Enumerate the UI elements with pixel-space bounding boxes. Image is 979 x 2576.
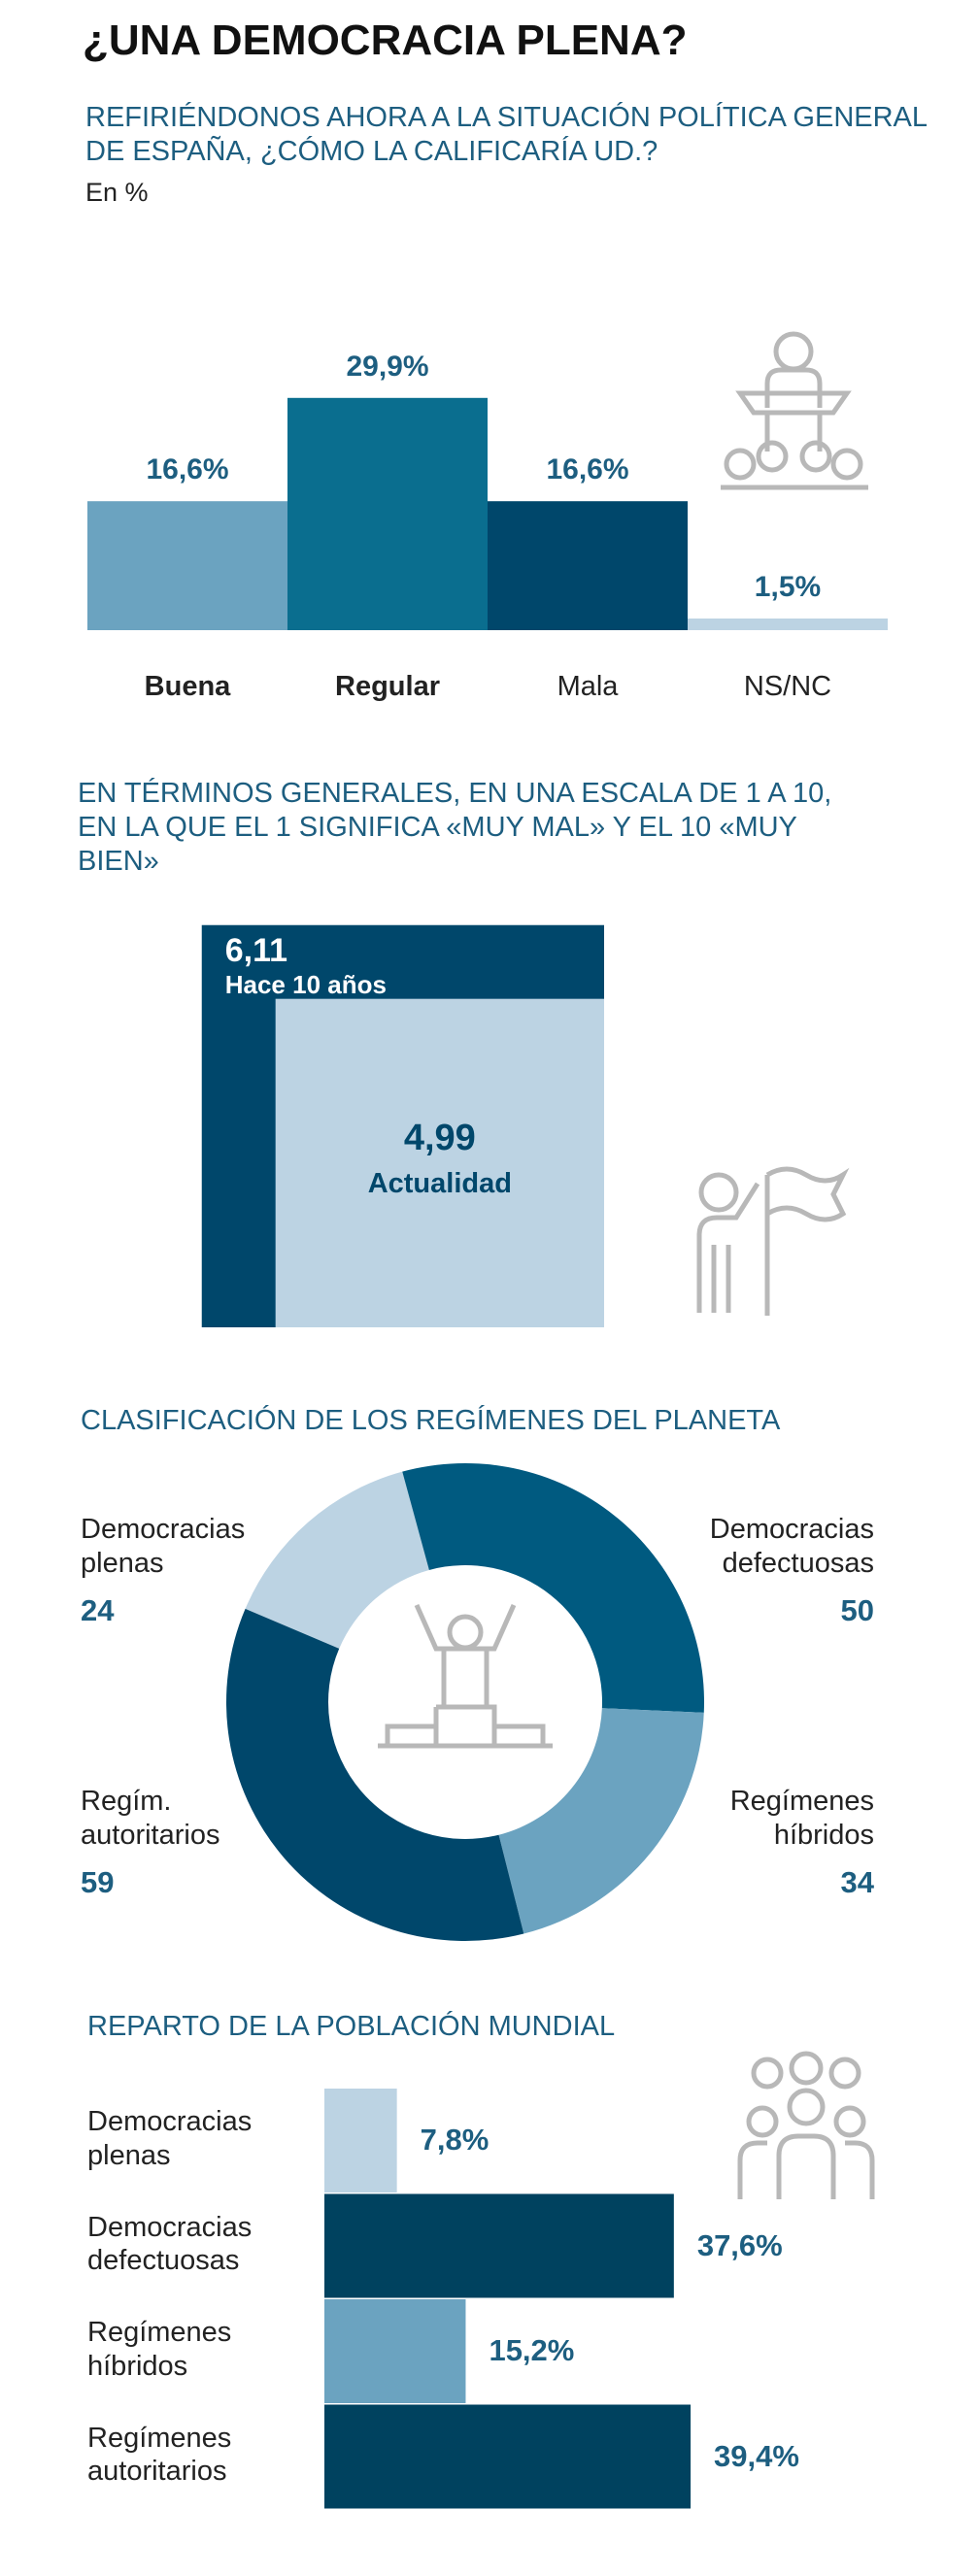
icon-part [378,1603,553,1749]
category-label: Hace 10 años [224,969,387,999]
value-label: 37,6% [696,2227,783,2262]
category-label: Regular [335,671,440,702]
value-label: 7,8% [420,2123,490,2157]
chart-title: CLASIFICACIÓN DE LOS REGÍMENES DEL PLANE… [81,1405,781,1436]
value-label: 16,6% [546,453,629,486]
category-label: Regímenes híbridos [729,1786,874,1851]
chart-title: EN TÉRMINOS GENERALES, EN UNA ESCALA DE … [78,778,832,877]
subtitle: En % [85,178,149,207]
value-label: 15,2% [489,2333,575,2367]
donut-segment [498,1708,704,1934]
value-label: 50 [840,1593,874,1627]
bar [688,619,888,630]
icon-winner [378,1603,553,1749]
value-label: 59 [81,1865,115,1899]
icon-podium [721,331,868,490]
bar [87,501,287,630]
category-label: Regímenes híbridos [87,2317,232,2382]
category-label: Regímenes autoritarios [87,2422,232,2488]
category-label: Mala [557,671,619,702]
value-label: 4,99 [403,1117,476,1158]
value-label: 16,6% [146,453,229,486]
value-label: 39,4% [714,2438,799,2473]
chart-title: REPARTO DE LA POBLACIÓN MUNDIAL [87,2011,616,2042]
square [275,998,604,1327]
category-label: Actualidad [367,1167,512,1199]
category-label: Democracias plenas [87,2106,253,2171]
icon-flag [696,1166,850,1316]
category-label: NS/NC [743,671,832,702]
value-label: 24 [81,1593,115,1627]
bar [324,2404,692,2509]
donut-segment [226,1608,524,1942]
category-label: Democracias defectuosas [709,1514,874,1579]
value-label: 29,9% [346,350,429,383]
donut-segment [245,1471,429,1649]
bar [324,2193,674,2298]
bar [488,501,688,630]
category-label: Buena [144,671,231,702]
category-label: Democracias plenas [81,1514,246,1579]
page-title: ¿UNA DEMOCRACIA PLENA? [83,17,688,64]
value-label: 6,11 [224,931,288,969]
bar [324,2089,397,2192]
bar [287,397,488,630]
icon-people [737,2051,875,2199]
donut-segment [402,1463,704,1713]
chart-title: REFIRIÉNDONOS AHORA A LA SITUACIÓN POLÍT… [85,102,927,167]
bar [324,2299,466,2403]
icon-part [447,1614,484,1651]
category-label: Democracias defectuosas [87,2211,253,2277]
value-label: 1,5% [754,571,822,603]
value-label: 34 [840,1865,874,1899]
category-label: Regím. autoritarios [81,1786,220,1851]
